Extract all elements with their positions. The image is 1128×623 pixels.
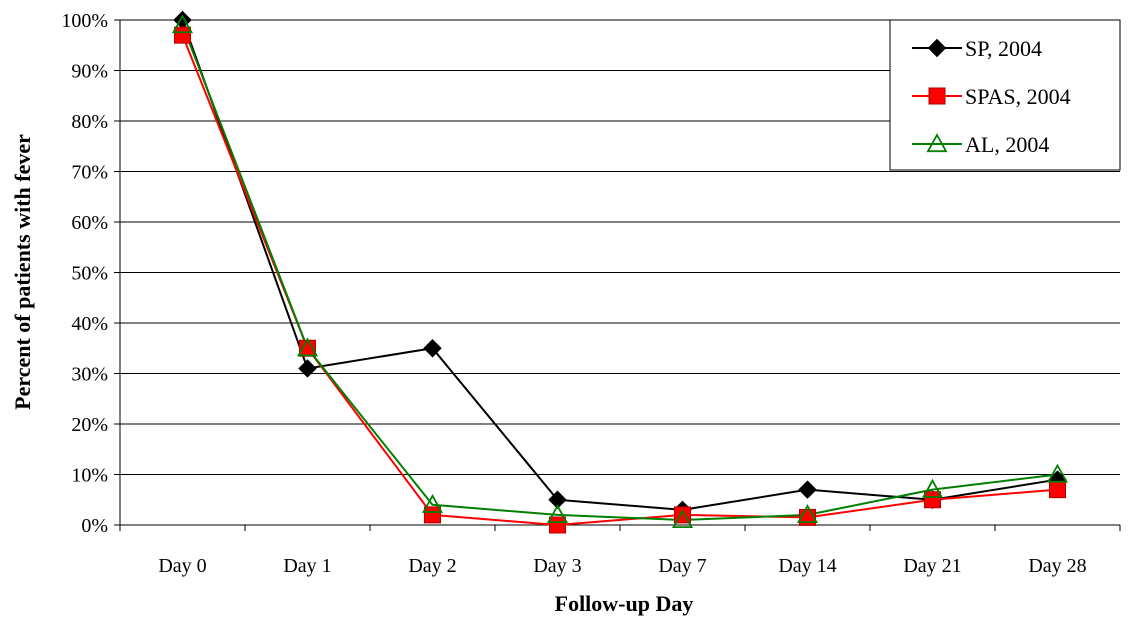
- data-point-2-0: [171, 14, 194, 34]
- y-tick-label: 40%: [71, 313, 108, 335]
- x-tick-label: Day 0: [158, 555, 206, 577]
- x-tick-label: Day 7: [658, 555, 706, 577]
- data-point-2-4: [671, 509, 694, 529]
- legend-marker-2: [926, 133, 948, 153]
- legend: SP, 2004 SPAS, 2004 AL, 2004: [889, 19, 1121, 171]
- legend-label-2: AL, 2004: [965, 132, 1049, 157]
- legend-label-1: SPAS, 2004: [965, 84, 1071, 109]
- legend-marker-1: [928, 87, 946, 105]
- y-tick-label: 10%: [71, 465, 108, 487]
- y-tick-label: 60%: [71, 212, 108, 234]
- data-point-2-5: [796, 504, 819, 523]
- x-tick-label: Day 2: [408, 555, 456, 577]
- x-tick-label: Day 14: [778, 555, 836, 577]
- data-point-1-3: [549, 516, 566, 534]
- data-point-2-6: [921, 478, 944, 498]
- x-axis-title: Follow-up Day: [555, 591, 694, 616]
- data-point-0-5: [798, 480, 817, 499]
- data-point-0-1: [298, 359, 317, 378]
- data-point-2-7: [1046, 463, 1069, 483]
- y-tick-label: 30%: [71, 364, 108, 386]
- data-point-2-2: [421, 493, 444, 513]
- data-point-2-1: [296, 337, 319, 357]
- y-tick-label: 100%: [61, 10, 108, 32]
- y-tick-label: 70%: [71, 162, 108, 184]
- x-tick-label: Day 1: [283, 555, 331, 577]
- data-point-1-0: [174, 26, 191, 44]
- axes: 0% 10% 20% 30% 40% 50% 60% 70% 80% 90% 100% Day 0 Da…: [61, 10, 1121, 577]
- y-tick-label: 50%: [71, 263, 108, 285]
- series-line-1: [181, 34, 1058, 527]
- legend-label-0: SP, 2004: [965, 36, 1042, 61]
- x-tick-label: Day 28: [1028, 555, 1086, 577]
- data-point-2-3: [546, 504, 569, 523]
- y-tick-label: 90%: [71, 61, 108, 83]
- x-tick-label: Day 21: [903, 555, 961, 577]
- data-point-1-6: [924, 491, 941, 509]
- series-lines: [171, 10, 1069, 534]
- y-tick-label: 80%: [71, 111, 108, 133]
- data-point-0-2: [423, 339, 442, 358]
- data-point-1-7: [1049, 481, 1066, 499]
- x-tick-label: Day 3: [533, 555, 581, 577]
- data-point-1-2: [424, 506, 441, 524]
- y-tick-label: 20%: [71, 414, 108, 436]
- data-point-0-3: [548, 490, 567, 509]
- series-line-0: [181, 19, 1058, 511]
- legend-marker-0: [927, 38, 947, 58]
- y-tick-label: 0%: [81, 515, 108, 537]
- series-line-2: [181, 24, 1058, 521]
- y-axis-title: Percent of patients with fever: [10, 134, 35, 410]
